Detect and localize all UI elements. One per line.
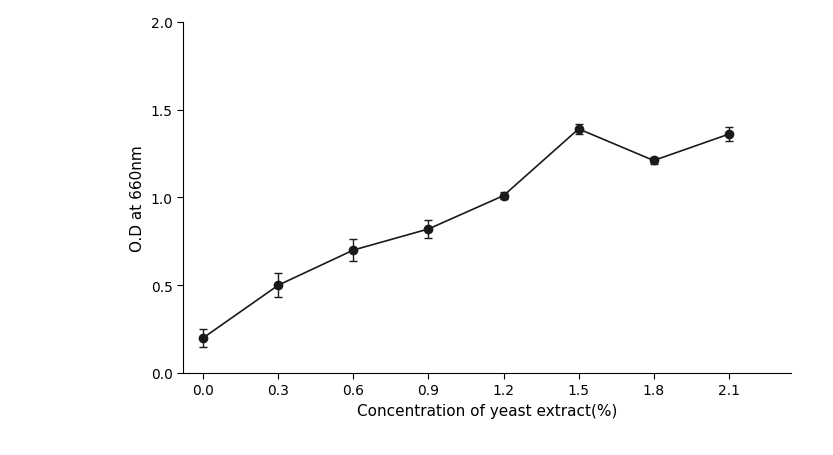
Y-axis label: O.D at 660nm: O.D at 660nm xyxy=(130,145,145,251)
X-axis label: Concentration of yeast extract(%): Concentration of yeast extract(%) xyxy=(357,403,617,418)
